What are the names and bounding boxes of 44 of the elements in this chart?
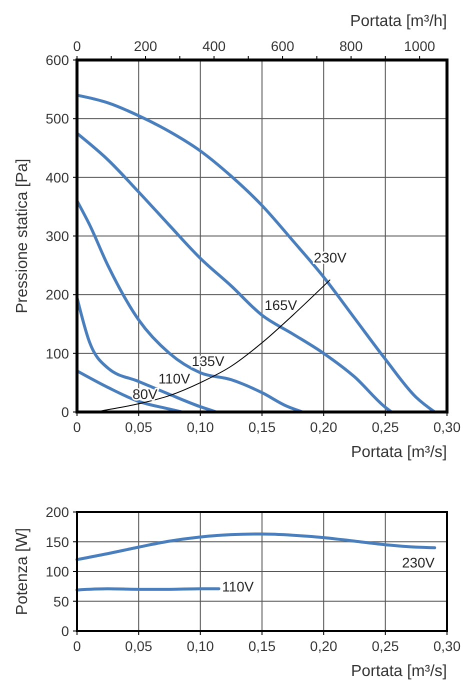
x-tick-label: 0 [73, 638, 82, 654]
x-tick-label: 0,05 [125, 419, 153, 435]
x-tick-label: 0,30 [433, 419, 461, 435]
x2-tick-label: 800 [339, 38, 363, 54]
y-tick-label: 50 [53, 593, 70, 610]
y-tick-label: 100 [46, 564, 70, 580]
y-tick-label: 200 [46, 286, 70, 303]
x-tick-label: 0,15 [248, 638, 276, 654]
x2-tick-label: 400 [202, 38, 226, 54]
x-tick-label: 0,25 [372, 638, 400, 654]
x-tick-label: 0,20 [310, 419, 338, 435]
y-tick-label: 500 [46, 110, 70, 127]
x2-tick-label: 600 [270, 38, 294, 54]
y-tick-label: 150 [46, 534, 70, 550]
annotation: 165V [264, 296, 298, 313]
y-tick-label: 300 [46, 228, 70, 244]
annotation: 230V [402, 554, 436, 571]
annotation: 110V [158, 370, 191, 386]
annotation: 110V [222, 578, 254, 595]
y-axis-title: Pressione statica [Pa] [14, 158, 31, 314]
line-series [76, 94, 436, 414]
x-tick-label: 0,20 [310, 638, 338, 654]
y-axis-title: Potenza [W] [14, 528, 31, 616]
x2-tick-label: 0 [73, 38, 82, 54]
y-tick-label: 400 [46, 169, 70, 186]
y-tick-label: 0 [61, 404, 70, 420]
line-series [76, 199, 304, 414]
line-series [76, 132, 393, 414]
x2-tick-label: 1000 [404, 38, 436, 54]
y-tick-label: 100 [46, 345, 70, 362]
x-tick-label: 0,25 [372, 419, 400, 435]
x-tick-label: 0,10 [186, 638, 214, 654]
x-axis-title: Portata [m³/s] [350, 444, 447, 461]
x2-tick-label: 200 [134, 38, 158, 54]
x2-axis-title: Portata [m³/h] [350, 13, 447, 30]
y-tick-label: 200 [46, 504, 70, 520]
y-tick-label: 0 [61, 623, 70, 639]
x-tick-label: 0,15 [248, 419, 276, 435]
x-axis-title: Portata [m³/s] [350, 663, 447, 680]
x-tick-label: 0,10 [186, 419, 214, 435]
y-tick-label: 600 [46, 52, 70, 68]
x-tick-label: 0,05 [125, 638, 153, 654]
x-tick-label: 0 [73, 419, 82, 435]
x-tick-label: 0,30 [433, 638, 461, 654]
